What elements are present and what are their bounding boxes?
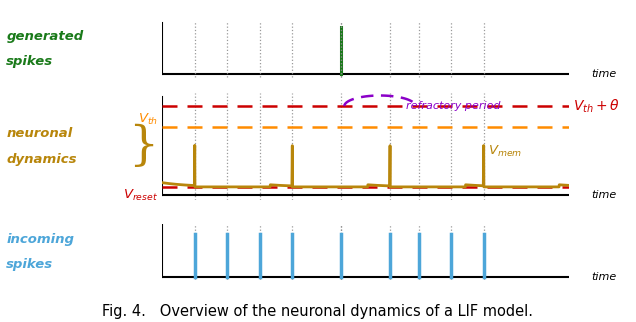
Text: Fig. 4.   Overview of the neuronal dynamics of a LIF model.: Fig. 4. Overview of the neuronal dynamic… [102,304,534,319]
Text: $V_{mem}$: $V_{mem}$ [488,144,522,159]
Text: dynamics: dynamics [6,153,77,166]
Text: generated: generated [6,30,83,43]
Text: time: time [591,190,617,200]
Text: time: time [591,70,617,80]
Text: $V_{reset}$: $V_{reset}$ [123,187,158,203]
Text: refractory period: refractory period [406,101,501,111]
Text: neuronal: neuronal [6,127,73,140]
Text: spikes: spikes [6,55,53,69]
Text: $V_{th}$: $V_{th}$ [138,112,158,127]
Text: time: time [591,272,617,282]
Text: }: } [128,124,158,169]
Text: $V_{th}+\theta$: $V_{th}+\theta$ [573,98,620,115]
Text: spikes: spikes [6,258,53,271]
Text: incoming: incoming [6,232,74,246]
